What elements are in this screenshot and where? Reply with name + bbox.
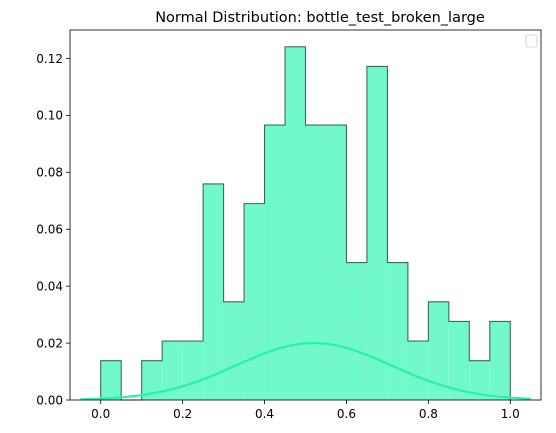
histogram-outline <box>100 46 511 401</box>
histogram-bar <box>325 125 347 401</box>
histogram-bar <box>387 262 408 400</box>
normal-curve <box>80 341 531 401</box>
y-tick-label: 0.12 <box>36 52 63 66</box>
histogram-bar <box>448 321 470 400</box>
legend-box <box>525 34 538 48</box>
histogram-bar <box>428 301 449 400</box>
histogram-bar <box>366 66 388 400</box>
histogram-bar <box>100 360 122 400</box>
x-axis: 0.0 0.2 0.4 0.6 0.8 1.0 <box>91 400 520 421</box>
histogram-bar <box>203 183 224 400</box>
histogram-bar <box>469 360 490 400</box>
x-tick-label: 0.4 <box>255 407 274 421</box>
y-tick-label: 0.04 <box>36 279 63 293</box>
y-tick-label: 0.10 <box>36 109 63 123</box>
y-tick-label: 0.06 <box>36 223 63 237</box>
histogram-bar <box>264 125 286 401</box>
chart-title: Normal Distribution: bottle_test_broken_… <box>155 10 485 26</box>
y-tick-label: 0.00 <box>36 393 63 407</box>
histogram-bar <box>141 360 163 400</box>
y-axis: 0.00 0.02 0.04 0.06 0.08 0.10 0.12 <box>36 52 70 407</box>
y-tick-label: 0.02 <box>36 336 63 350</box>
x-tick-label: 1.0 <box>501 407 520 421</box>
y-tick-label: 0.08 <box>36 166 63 180</box>
x-tick-label: 0.2 <box>173 407 192 421</box>
histogram-bar <box>407 341 429 400</box>
histogram-bar <box>244 203 265 400</box>
axes-frame <box>69 29 542 401</box>
x-tick-label: 0.8 <box>419 407 438 421</box>
x-tick-label: 0.6 <box>337 407 356 421</box>
histogram-bar <box>305 125 326 401</box>
x-tick-label: 0.0 <box>91 407 110 421</box>
histogram-bar <box>162 341 183 400</box>
plot-area <box>100 46 511 401</box>
histogram-bar <box>285 46 306 401</box>
histogram-bar <box>346 262 367 400</box>
histogram-bar <box>489 321 511 400</box>
curve-layer <box>80 341 531 401</box>
legend <box>525 34 538 48</box>
histogram-bar <box>182 341 204 400</box>
histogram-bar <box>223 301 245 400</box>
